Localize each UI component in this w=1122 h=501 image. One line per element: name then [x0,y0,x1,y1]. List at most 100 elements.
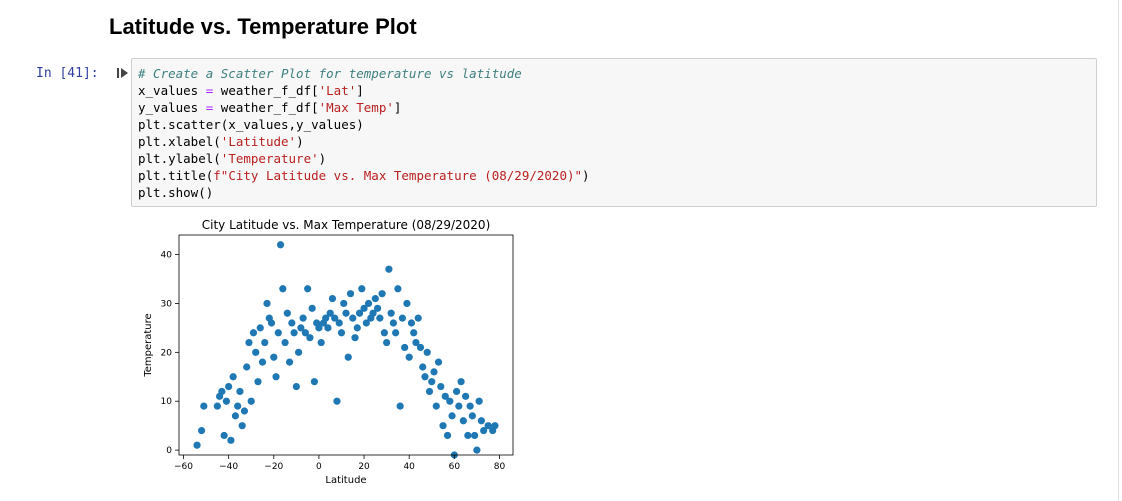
data-point [249,329,258,337]
data-point [234,402,242,410]
data-point [276,241,285,249]
data-point [380,329,388,337]
data-point [441,392,449,400]
data-point [197,426,206,435]
code-line: plt.scatter(x_values,y_values) [138,116,590,133]
data-point [220,431,228,440]
data-point [340,299,348,308]
data-point [403,299,411,308]
run-cell-icon[interactable] [117,67,129,79]
code-cell[interactable]: # Create a Scatter Plot for temperature … [131,58,1097,207]
data-point [274,329,282,337]
data-point [222,397,230,405]
data-point [304,285,312,293]
code-token: 'Max Temp' [318,100,394,115]
data-point [462,392,470,400]
data-point [346,290,355,298]
data-point [410,329,418,337]
data-point [263,299,271,308]
data-point [394,285,402,293]
data-point [252,348,260,356]
data-point [200,402,208,410]
data-point [331,314,339,322]
data-point [337,329,346,337]
data-point [290,329,298,337]
data-point [301,329,309,337]
section-heading: Latitude vs. Temperature Plot [109,14,417,39]
data-point [383,338,391,347]
data-point [364,299,373,308]
x-tick-label: 80 [494,462,506,472]
data-point [218,387,226,396]
data-point [398,314,407,322]
data-point [443,431,452,440]
code-token: plt.scatter(x_values,y_values) [138,117,364,132]
y-tick-label: 0 [166,446,172,456]
code-token: plt.show() [138,185,214,200]
data-point [353,324,361,332]
data-point [396,402,404,410]
data-point [254,378,262,386]
data-point [387,309,395,317]
data-point [491,422,499,430]
data-point [473,446,481,454]
x-tick-label: 0 [316,462,322,472]
data-point [283,309,291,317]
data-point [213,402,221,410]
code-token: 'Temperature' [220,151,319,166]
y-tick-label: 10 [161,397,173,407]
data-point [416,343,425,352]
data-point [315,324,323,332]
code-token: 'Lat' [318,83,357,98]
x-tick-label: −60 [174,462,193,472]
data-point [247,397,255,405]
data-point [292,382,300,391]
data-point [421,373,429,381]
plot-frame [178,234,514,456]
data-point [299,314,307,322]
code-token: ) [296,134,304,149]
data-point [401,343,409,352]
x-tick-label: −40 [219,462,238,472]
data-point [310,378,319,386]
y-tick-label: 30 [161,299,173,309]
data-point [430,368,438,376]
code-token: # Create a Scatter Plot for temperature … [138,66,522,81]
data-point [258,358,267,366]
data-point [468,412,476,420]
data-point [344,353,352,361]
code-line: # Create a Scatter Plot for temperature … [138,65,590,82]
data-point [412,338,420,347]
code-line: plt.xlabel('Latitude') [138,133,590,150]
data-point [355,309,364,317]
data-point [322,314,330,322]
code-token: plt.xlabel( [138,134,221,149]
data-point [243,363,251,371]
x-tick-label: 60 [449,462,461,472]
data-point [326,309,334,317]
data-point [392,329,400,337]
data-point [455,402,463,410]
code-line: plt.ylabel('Temperature') [138,150,590,167]
data-point [477,417,486,425]
x-tick-label: 20 [358,462,370,472]
chart-title: City Latitude vs. Max Temperature (08/29… [202,218,491,232]
data-point [369,309,377,317]
code-token: ] [356,83,364,98]
code-token: ] [393,100,402,115]
data-point [229,373,237,381]
data-point [371,294,379,303]
data-point [385,265,393,273]
data-point [471,431,479,440]
data-point [407,319,416,327]
data-point [484,422,492,430]
code-token: plt.ylabel( [138,151,221,166]
data-point [238,422,246,430]
data-point [240,407,249,415]
data-point [227,436,235,444]
data-point [351,334,359,342]
data-point [193,441,201,449]
data-point [464,431,472,440]
data-point [279,285,287,293]
code-editor[interactable]: # Create a Scatter Plot for temperature … [138,65,590,201]
